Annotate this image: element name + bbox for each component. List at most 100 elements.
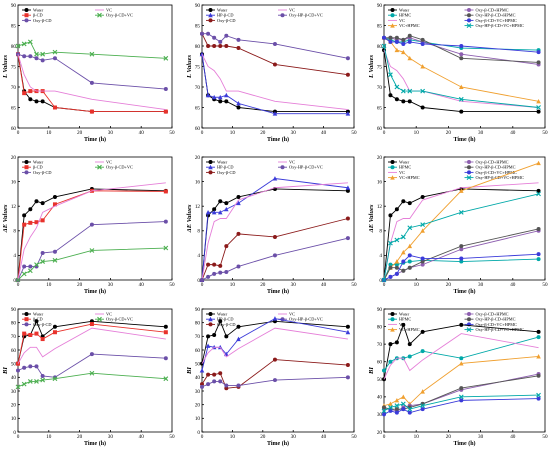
legend-item: Oxy-HP-β-CD+VC bbox=[278, 317, 323, 322]
legend-label: VC bbox=[399, 170, 405, 175]
legend-marker bbox=[390, 160, 395, 164]
series-line bbox=[201, 237, 349, 281]
y-tick-label: 90 bbox=[11, 307, 17, 313]
legend-item: HPMC bbox=[388, 317, 411, 322]
legend-marker bbox=[390, 165, 395, 170]
legend-label: HPMC bbox=[399, 317, 411, 322]
data-point bbox=[224, 201, 229, 206]
data-point bbox=[388, 342, 393, 347]
x-tick-label: 40 bbox=[139, 130, 145, 136]
y-tick-label: 60 bbox=[377, 360, 383, 366]
x-tick-label: 40 bbox=[321, 282, 327, 288]
x-tick-label: 30 bbox=[291, 130, 297, 136]
data-point bbox=[388, 39, 393, 44]
data-point bbox=[388, 401, 393, 406]
data-point bbox=[420, 37, 425, 42]
data-point bbox=[459, 56, 464, 61]
data-point bbox=[394, 259, 400, 264]
data-point bbox=[401, 41, 406, 46]
data-point bbox=[199, 368, 205, 373]
legend-label: Water bbox=[399, 8, 410, 13]
data-point bbox=[211, 94, 217, 100]
data-point bbox=[459, 52, 464, 57]
data-point bbox=[52, 56, 57, 61]
legend-marker bbox=[208, 12, 213, 18]
x-tick-label: 0 bbox=[17, 130, 20, 136]
legend-marker bbox=[24, 13, 29, 18]
y-tick-label: 85 bbox=[377, 23, 383, 29]
x-tick-label: 20 bbox=[446, 282, 452, 288]
legend-label: Oxy-HP-β-CD+VC+HPMC bbox=[476, 175, 524, 180]
data-point bbox=[34, 51, 39, 57]
y-tick-label: 60 bbox=[195, 348, 201, 354]
data-point bbox=[536, 50, 541, 55]
x-tick-label: 10 bbox=[46, 130, 52, 136]
series-4 bbox=[17, 182, 166, 281]
series-line bbox=[383, 375, 539, 410]
series-3 bbox=[383, 182, 539, 281]
data-point bbox=[52, 324, 57, 329]
legend-label: Oxy-β-CD+VC+HPMC bbox=[476, 322, 518, 327]
legend-label: Oxy-β-CD bbox=[33, 322, 51, 327]
legend-label: Oxy-β-CD+VC bbox=[106, 165, 133, 170]
x-tick-label: 20 bbox=[77, 130, 83, 136]
data-point bbox=[459, 109, 464, 114]
data-point bbox=[52, 49, 58, 55]
data-point bbox=[407, 342, 412, 347]
legend-item: Oxy-β-CD+VC bbox=[95, 13, 133, 18]
y-axis-label: BI bbox=[186, 367, 193, 375]
legend: WaterHPMCVCVC+HPMCOxy-β-CD+HPMCOxy-HP-β-… bbox=[388, 312, 524, 332]
legend-marker bbox=[467, 170, 471, 175]
legend-marker bbox=[390, 317, 395, 322]
data-point bbox=[15, 277, 21, 283]
series-line bbox=[17, 247, 166, 281]
legend-item: Water bbox=[388, 8, 410, 13]
legend-marker bbox=[467, 8, 471, 12]
series-line bbox=[17, 190, 166, 281]
data-point bbox=[420, 105, 425, 110]
data-point bbox=[22, 264, 27, 269]
legend-label: VC bbox=[289, 160, 295, 165]
legend-item: Oxy-HP-β-CD+VC+HPMC bbox=[464, 23, 524, 28]
chart-panel-4: 0 4 8 12 16 20 0 10 20 30 40 50 Time (h) ΔE Values Wat… bbox=[2, 155, 175, 295]
legend-label: Oxy-β-CD bbox=[217, 18, 235, 23]
legend-label: VC bbox=[399, 18, 405, 23]
legend-label: VC bbox=[289, 8, 295, 13]
data-point bbox=[236, 324, 241, 329]
data-point bbox=[89, 222, 94, 227]
series-8 bbox=[381, 392, 541, 414]
legend-label: Oxy-β-CD bbox=[33, 18, 51, 23]
y-tick-label: 12 bbox=[195, 204, 201, 210]
data-point bbox=[218, 263, 223, 268]
data-point bbox=[22, 213, 27, 218]
data-point bbox=[52, 257, 58, 263]
series-4 bbox=[17, 327, 166, 364]
legend-item: VC bbox=[388, 18, 405, 23]
legend-marker bbox=[208, 322, 213, 327]
y-tick-label: 16 bbox=[377, 179, 383, 185]
legend: WaterHPMCVCVC+HPMCOxy-β-CD+HPMCOxy-HP-β-… bbox=[388, 8, 524, 28]
data-point bbox=[40, 250, 45, 255]
data-point bbox=[52, 202, 57, 207]
legend-label: Oxy-β-CD+VC+HPMC bbox=[476, 170, 518, 175]
data-point bbox=[272, 234, 277, 239]
data-point bbox=[459, 259, 464, 264]
axes bbox=[17, 156, 173, 281]
x-tick-label: 0 bbox=[201, 282, 204, 288]
legend-item: Oxy-β-CD+HPMC bbox=[464, 8, 509, 13]
legend-label: Oxy-β-CD+HPMC bbox=[476, 312, 509, 317]
legend-item: Water bbox=[22, 312, 44, 317]
legend-marker bbox=[24, 18, 29, 23]
data-point bbox=[40, 373, 45, 378]
data-point bbox=[345, 324, 350, 329]
x-tick-label: 30 bbox=[108, 130, 114, 136]
data-point bbox=[407, 55, 413, 61]
legend-marker bbox=[24, 8, 29, 12]
y-tick-label: 40 bbox=[377, 395, 383, 401]
legend-label: HP-β-CD bbox=[217, 165, 234, 170]
data-point bbox=[420, 259, 425, 264]
data-point bbox=[420, 194, 425, 199]
y-tick-label: 8 bbox=[13, 229, 16, 235]
